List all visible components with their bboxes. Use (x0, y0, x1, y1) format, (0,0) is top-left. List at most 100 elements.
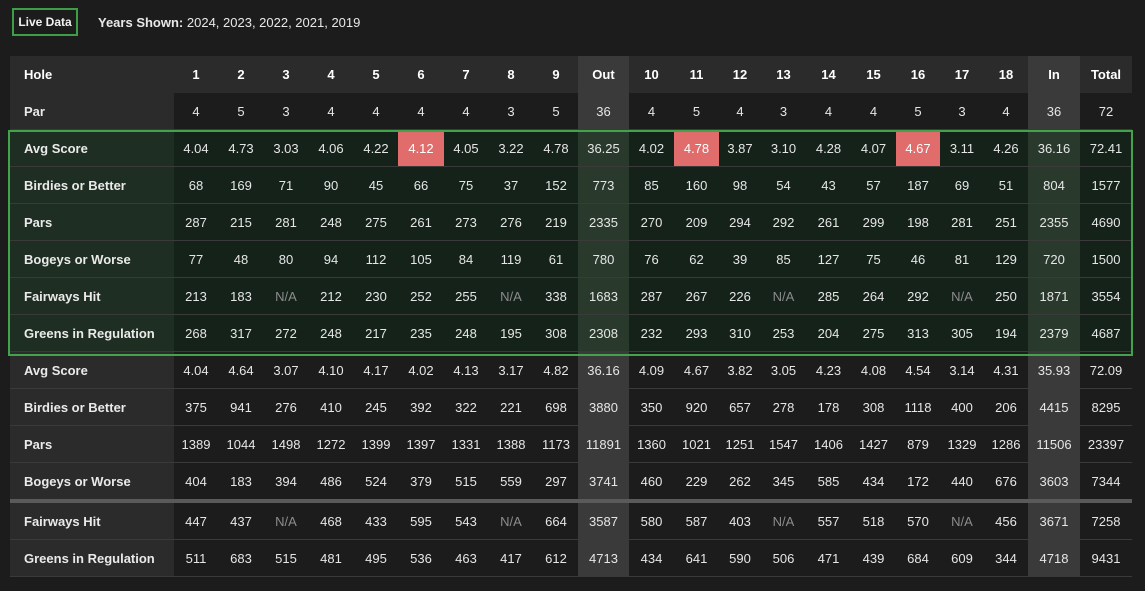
table-cell: 178 (806, 388, 851, 426)
table-cell: 4.02 (629, 129, 674, 167)
years-shown-label: Years Shown: (98, 14, 184, 30)
table-cell: 4.05 (444, 129, 488, 167)
table-cell: 4.08 (851, 351, 896, 389)
table-cell: 879 (896, 425, 940, 463)
table-cell: 410 (308, 388, 354, 426)
table-cell: 4.04 (174, 129, 218, 167)
table-cell: 270 (629, 203, 674, 241)
row-label: Avg Score (10, 129, 174, 167)
table-cell: 3.22 (488, 129, 534, 167)
table-cell: 39 (719, 240, 761, 278)
table-cell: 3.87 (719, 129, 761, 167)
table-cell: 72.09 (1080, 351, 1132, 389)
table-cell: N/A (761, 501, 806, 540)
table-cell: 1360 (629, 425, 674, 463)
top-bar: Live Data Years Shown: 2024, 2023, 2022,… (12, 6, 360, 38)
table-cell: 536 (398, 539, 444, 577)
table-cell: 85 (761, 240, 806, 278)
table-cell: 94 (308, 240, 354, 278)
table-cell: 251 (984, 203, 1028, 241)
table-cell: 394 (264, 462, 308, 503)
table-row: Par 4 5 3 4 4 4 4 3 5 36 4 5 4 3 4 4 5 3 4 36 72 (10, 93, 1132, 130)
table-header-row: Hole 1 2 3 4 5 6 7 8 9 Out 10 11 12 13 14 15 16 17 18 In Tota… (10, 56, 1132, 93)
row-label: Birdies or Better (10, 388, 174, 426)
table-cell: 3.14 (940, 351, 984, 389)
table-cell: 3 (488, 93, 534, 130)
table-cell: 46 (896, 240, 940, 278)
column-header-16: 16 (896, 56, 940, 93)
row-label: Bogeys or Worse (10, 462, 174, 503)
table-cell: 36 (1028, 93, 1080, 130)
table-cell: 1329 (940, 425, 984, 463)
table-cell: 69 (940, 166, 984, 204)
table-cell: 720 (1028, 240, 1080, 278)
table-cell: 36.16 (578, 351, 629, 389)
table-cell: 1577 (1080, 166, 1132, 204)
table-cell: 275 (851, 314, 896, 352)
table-cell: 4.07 (851, 129, 896, 167)
table-cell: 456 (984, 501, 1028, 540)
table-cell: 98 (719, 166, 761, 204)
table-cell: 68 (174, 166, 218, 204)
table-cell: 447 (174, 501, 218, 540)
column-header-out: Out (578, 56, 629, 93)
table-cell: 4.17 (354, 351, 398, 389)
table-cell: N/A (488, 501, 534, 540)
row-label: Fairways Hit (10, 501, 174, 540)
table-cell: 5 (674, 93, 719, 130)
table-row: Pars 287 215 281 248 275 261 273 276 219 2335 270 20… (10, 203, 1132, 241)
table-cell: 4.64 (218, 351, 264, 389)
table-cell: 595 (398, 501, 444, 540)
table-cell: 75 (851, 240, 896, 278)
table-cell: 195 (488, 314, 534, 352)
table-cell: 4 (851, 93, 896, 130)
table-cell: 226 (719, 277, 761, 315)
table-cell: 7344 (1080, 462, 1132, 503)
column-header-18: 18 (984, 56, 1028, 93)
table-cell: 276 (264, 388, 308, 426)
table-cell: 1331 (444, 425, 488, 463)
column-header-9: 9 (534, 56, 578, 93)
table-cell: 262 (719, 462, 761, 503)
table-cell: 3.82 (719, 351, 761, 389)
table-cell: 4.02 (398, 351, 444, 389)
years-shown-value: 2024, 2023, 2022, 2021, 2019 (186, 14, 361, 30)
table-cell: 404 (174, 462, 218, 503)
live-data-button[interactable]: Live Data (12, 8, 78, 36)
table-cell: 169 (218, 166, 264, 204)
table-row: Bogeys or Worse 404 183 394 486 524 379 515 559 2… (10, 462, 1132, 503)
table-cell: 3.03 (264, 129, 308, 167)
row-label: Greens in Regulation (10, 539, 174, 577)
table-cell: 403 (719, 501, 761, 540)
table-cell: 3 (940, 93, 984, 130)
table-cell: 609 (940, 539, 984, 577)
table-cell: 267 (674, 277, 719, 315)
table-row: Fairways Hit 213 183 N/A 212 230 252 255 N/A 338 1… (10, 277, 1132, 315)
table-cell: 160 (674, 166, 719, 204)
table-cell: 77 (174, 240, 218, 278)
table-cell: 219 (534, 203, 578, 241)
row-label: Bogeys or Worse (10, 240, 174, 278)
table-row: Bogeys or Worse 77 48 80 94 112 105 84 119 61 780 7… (10, 240, 1132, 278)
table-cell: 1388 (488, 425, 534, 463)
table-cell: 8295 (1080, 388, 1132, 426)
table-cell: 62 (674, 240, 719, 278)
table-cell: 511 (174, 539, 218, 577)
column-header-14: 14 (806, 56, 851, 93)
table-cell: 379 (398, 462, 444, 503)
table-cell: 4.31 (984, 351, 1028, 389)
table-cell: 48 (218, 240, 264, 278)
table-cell: 4.82 (534, 351, 578, 389)
table-cell: 172 (896, 462, 940, 503)
table-cell: N/A (488, 277, 534, 315)
table-cell: 183 (218, 462, 264, 503)
table-cell: 524 (354, 462, 398, 503)
table-cell: 4 (174, 93, 218, 130)
table-cell: 1547 (761, 425, 806, 463)
table-cell: 36.16 (1028, 129, 1080, 167)
table-cell: 612 (534, 539, 578, 577)
table-cell: 268 (174, 314, 218, 352)
table-cell: 255 (444, 277, 488, 315)
table-cell: 1498 (264, 425, 308, 463)
table-cell: 310 (719, 314, 761, 352)
